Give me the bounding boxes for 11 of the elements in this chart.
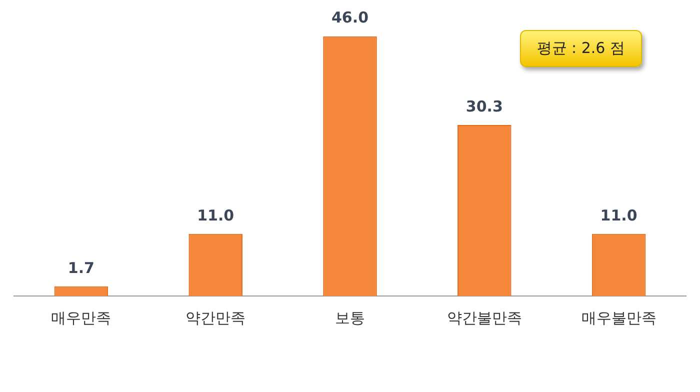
data-label: 11.0 xyxy=(600,206,638,224)
x-tick-label: 매우만족 xyxy=(51,308,112,327)
x-tick-label: 보통 xyxy=(335,308,365,327)
annotation: 평균 : 2.6 점 xyxy=(520,30,642,67)
data-label: 30.3 xyxy=(466,97,503,116)
x-tick-label: 매우불만족 xyxy=(581,308,656,327)
data-label: 1.7 xyxy=(68,258,94,277)
x-tick-label: 약간만족 xyxy=(186,308,246,327)
x-tick-label: 약간불만족 xyxy=(446,308,522,327)
data-label: 46.0 xyxy=(331,8,369,27)
data-label: 11.0 xyxy=(197,206,234,224)
